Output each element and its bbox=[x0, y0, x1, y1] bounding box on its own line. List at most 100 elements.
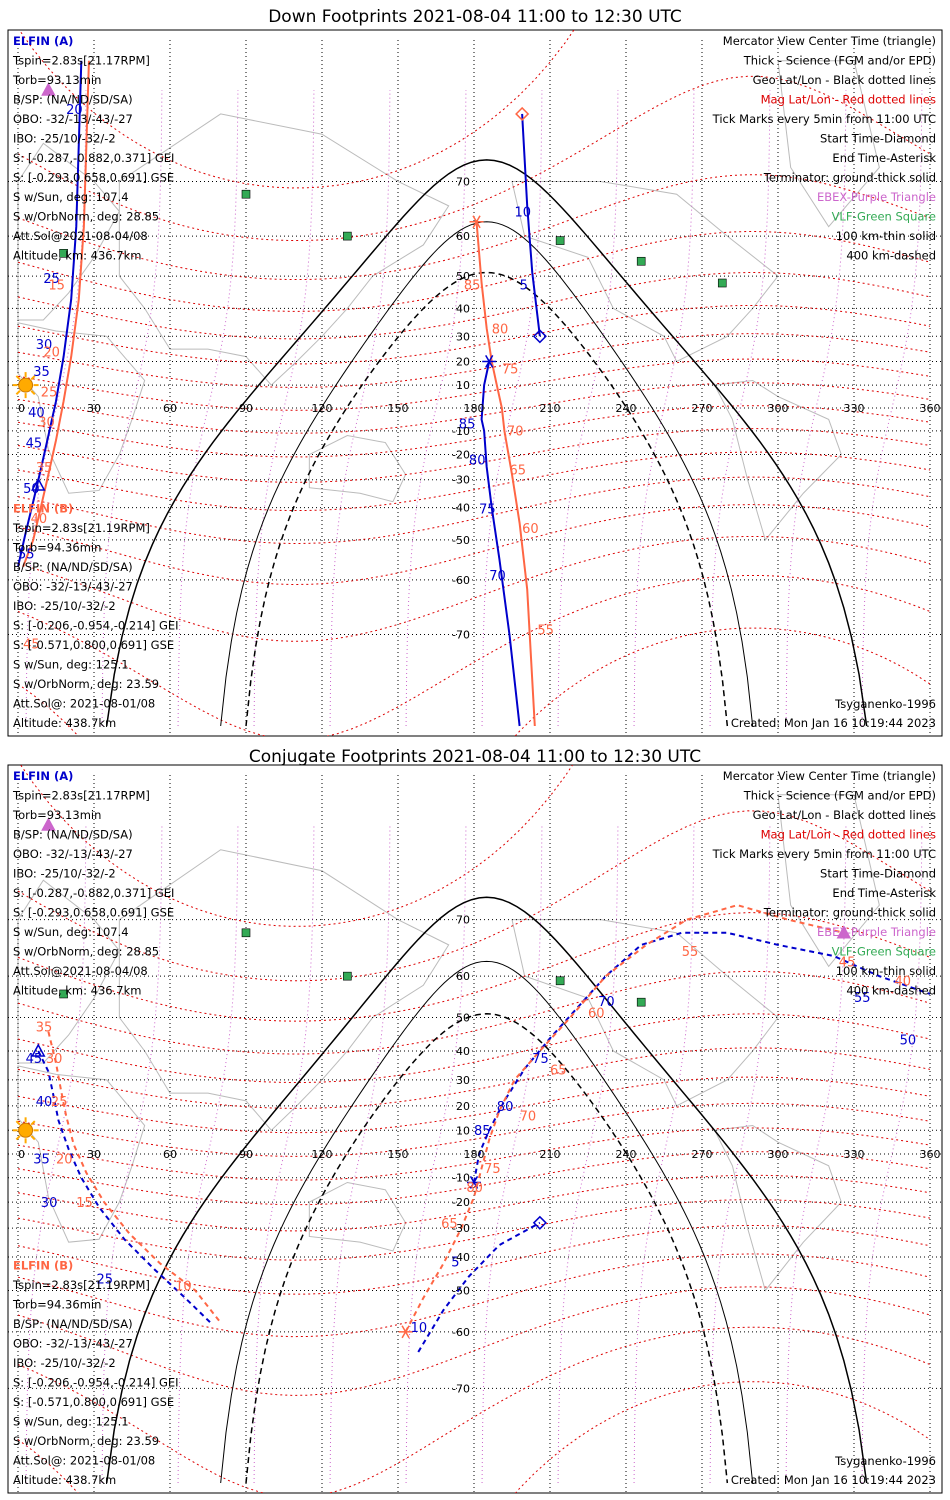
time-tick-label: 75 bbox=[502, 362, 519, 377]
terminator-ground bbox=[105, 896, 868, 1484]
sun-ray bbox=[15, 1135, 21, 1141]
x-tick-label: 180 bbox=[464, 1148, 485, 1161]
time-tick-label: 10 bbox=[175, 1279, 192, 1294]
y-tick-label: -40 bbox=[452, 502, 470, 515]
square-vlf-icon bbox=[59, 249, 68, 258]
time-tick-label: 45 bbox=[23, 638, 40, 653]
time-tick-label: 40 bbox=[31, 512, 48, 527]
asterisk-ray bbox=[469, 1176, 479, 1189]
elfin-a-label: ELFIN (A) bbox=[13, 34, 73, 48]
y-tick-label: 40 bbox=[456, 302, 470, 315]
mag-parallel bbox=[17, 810, 931, 982]
y-tick-label: -50 bbox=[452, 1284, 470, 1297]
map-body: 20 25 30 35 40 45 50 55 15 20 25 30 35 40 45 10 5 85 80 75 7… bbox=[8, 30, 942, 736]
elfin-a-info-line: B/SP: (NA/ND/SD/SA) bbox=[13, 828, 133, 842]
footprint-track bbox=[480, 361, 521, 727]
mag-parallel bbox=[17, 333, 931, 388]
elfin-b-info-line: Altitude: 438.7km bbox=[13, 716, 116, 730]
legend: Mercator View Center Time (triangle) Thic… bbox=[712, 769, 937, 998]
elfin-a-info-line: Tspin=2.83s[21.17RPM] bbox=[12, 789, 150, 803]
sun-ray bbox=[30, 1120, 36, 1126]
coastline bbox=[713, 1124, 842, 1292]
elfin-b-label: ELFIN (B) bbox=[13, 1259, 73, 1273]
elfin-a-info-line: IBO: -25/10/-32/-2 bbox=[13, 132, 116, 146]
elfin-a-info-line: OBO: -32/-13/-43/-27 bbox=[13, 847, 133, 861]
y-tick-label: -10 bbox=[452, 1172, 470, 1185]
y-tick-label: 20 bbox=[456, 355, 470, 368]
y-tick-label: 40 bbox=[456, 1045, 470, 1058]
legend-entry: Mag Lat/Lon - Red dotted lines bbox=[761, 828, 936, 842]
time-tick-label: 35 bbox=[33, 365, 50, 380]
legend-entry: Thick - Science (FGM and/or EPD) bbox=[743, 789, 936, 803]
time-tick-label: 25 bbox=[51, 1095, 68, 1110]
elfin-b-info-line: IBO: -25/10/-32/-2 bbox=[13, 599, 116, 613]
x-tick-label: 30 bbox=[87, 402, 101, 415]
time-tick-label: 40 bbox=[895, 974, 912, 989]
mag-parallel bbox=[17, 451, 931, 512]
time-tick-label: 30 bbox=[46, 1052, 63, 1067]
elfin-b-info-line: OBO: -32/-13/-43/-27 bbox=[13, 580, 133, 594]
footer-line: Tsyganenko-1996 bbox=[834, 697, 936, 711]
elfin-b-label: ELFIN (B) bbox=[13, 502, 73, 516]
asterisk-end-icon bbox=[398, 1325, 413, 1339]
elfin-b-info-line: IBO: -25/10/-32/-2 bbox=[13, 1356, 116, 1370]
legend-entry: EBEX-Purple Triangle bbox=[817, 925, 936, 939]
mag-parallel bbox=[17, 428, 931, 483]
down-footprints-panel: Down Footprints 2021-08-04 11:00 to 12:3… bbox=[7, 7, 943, 737]
coastline bbox=[17, 879, 120, 1064]
y-tick-label: 50 bbox=[456, 1012, 470, 1025]
x-tick-label: 330 bbox=[844, 402, 865, 415]
y-tick-label: 60 bbox=[456, 970, 470, 983]
elfin-b-info: ELFIN (B) Tspin=2.83s[21.19RPM] Torb=94.36… bbox=[12, 1259, 179, 1488]
mag-parallel bbox=[17, 272, 931, 340]
time-tick-label: 5 bbox=[451, 1255, 459, 1270]
elfin-b-info-line: OBO: -32/-13/-43/-27 bbox=[13, 1337, 133, 1351]
y-tick-label: -30 bbox=[452, 1222, 470, 1235]
time-tick-label: 5 bbox=[520, 279, 528, 294]
time-tick-label: 70 bbox=[520, 1110, 537, 1125]
mag-parallel bbox=[17, 535, 931, 642]
y-tick-label: -30 bbox=[452, 474, 470, 487]
mag-parallel bbox=[17, 1151, 931, 1206]
elfin-a-label: ELFIN (A) bbox=[13, 769, 73, 783]
mag-parallel bbox=[17, 627, 931, 736]
time-tick-label: 70 bbox=[489, 569, 506, 584]
sun-disc bbox=[18, 377, 34, 393]
x-tick-label: 0 bbox=[18, 402, 25, 415]
time-tick-label: 35 bbox=[36, 1021, 53, 1036]
y-tick-label: 10 bbox=[456, 1124, 470, 1137]
legend-entry: 100 km-thin solid bbox=[836, 964, 936, 978]
time-tick-label: 75 bbox=[484, 1162, 501, 1177]
triangle-center-icon bbox=[31, 477, 46, 491]
elfin-a-info-line: Att.Sol@2021-08-04/08 bbox=[13, 964, 148, 978]
x-tick-label: 30 bbox=[87, 1148, 101, 1161]
mag-parallel bbox=[17, 231, 931, 312]
triangle-center-icon bbox=[41, 817, 56, 831]
elfin-a-info-line: S w/OrbNorm, deg: 28.85 bbox=[13, 210, 159, 224]
terminator bbox=[105, 896, 868, 1484]
elfin-a-info-line: S w/Sun, deg: 107.4 bbox=[13, 190, 129, 204]
mag-parallel bbox=[17, 1286, 931, 1396]
legend-entry: 100 km-thin solid bbox=[836, 229, 936, 243]
asterisk-ray bbox=[472, 215, 481, 229]
coastline bbox=[777, 60, 880, 228]
sun-ray bbox=[30, 1135, 36, 1141]
legend-entry: Start Time-Diamond bbox=[820, 132, 936, 146]
mag-parallel bbox=[17, 970, 931, 1055]
y-tick-label: -60 bbox=[452, 574, 470, 587]
time-tick-label: 60 bbox=[522, 522, 539, 537]
square-vlf-icon bbox=[555, 976, 565, 986]
time-tick-label: 55 bbox=[682, 945, 699, 960]
time-tick-label: 20 bbox=[56, 1152, 73, 1167]
elfin-b-info-line: S: [-0.206,-0.954,-0.214] GEI bbox=[13, 619, 179, 633]
coastline bbox=[713, 379, 842, 541]
chart-title: Conjugate Footprints 2021-08-04 11:00 to… bbox=[249, 747, 701, 767]
legend-entry: EBEX-Purple Triangle bbox=[817, 190, 936, 204]
footprint-track bbox=[17, 60, 83, 568]
elfin-b-info-line: S w/OrbNorm, deg: 23.59 bbox=[13, 1434, 159, 1448]
elfin-b-info-line: Tspin=2.83s[21.19RPM] bbox=[12, 1278, 150, 1292]
mag-parallel bbox=[17, 1174, 931, 1232]
x-tick-label: 240 bbox=[616, 402, 637, 415]
mag-grid bbox=[17, 765, 931, 1493]
x-tick-label: 120 bbox=[312, 1148, 333, 1161]
